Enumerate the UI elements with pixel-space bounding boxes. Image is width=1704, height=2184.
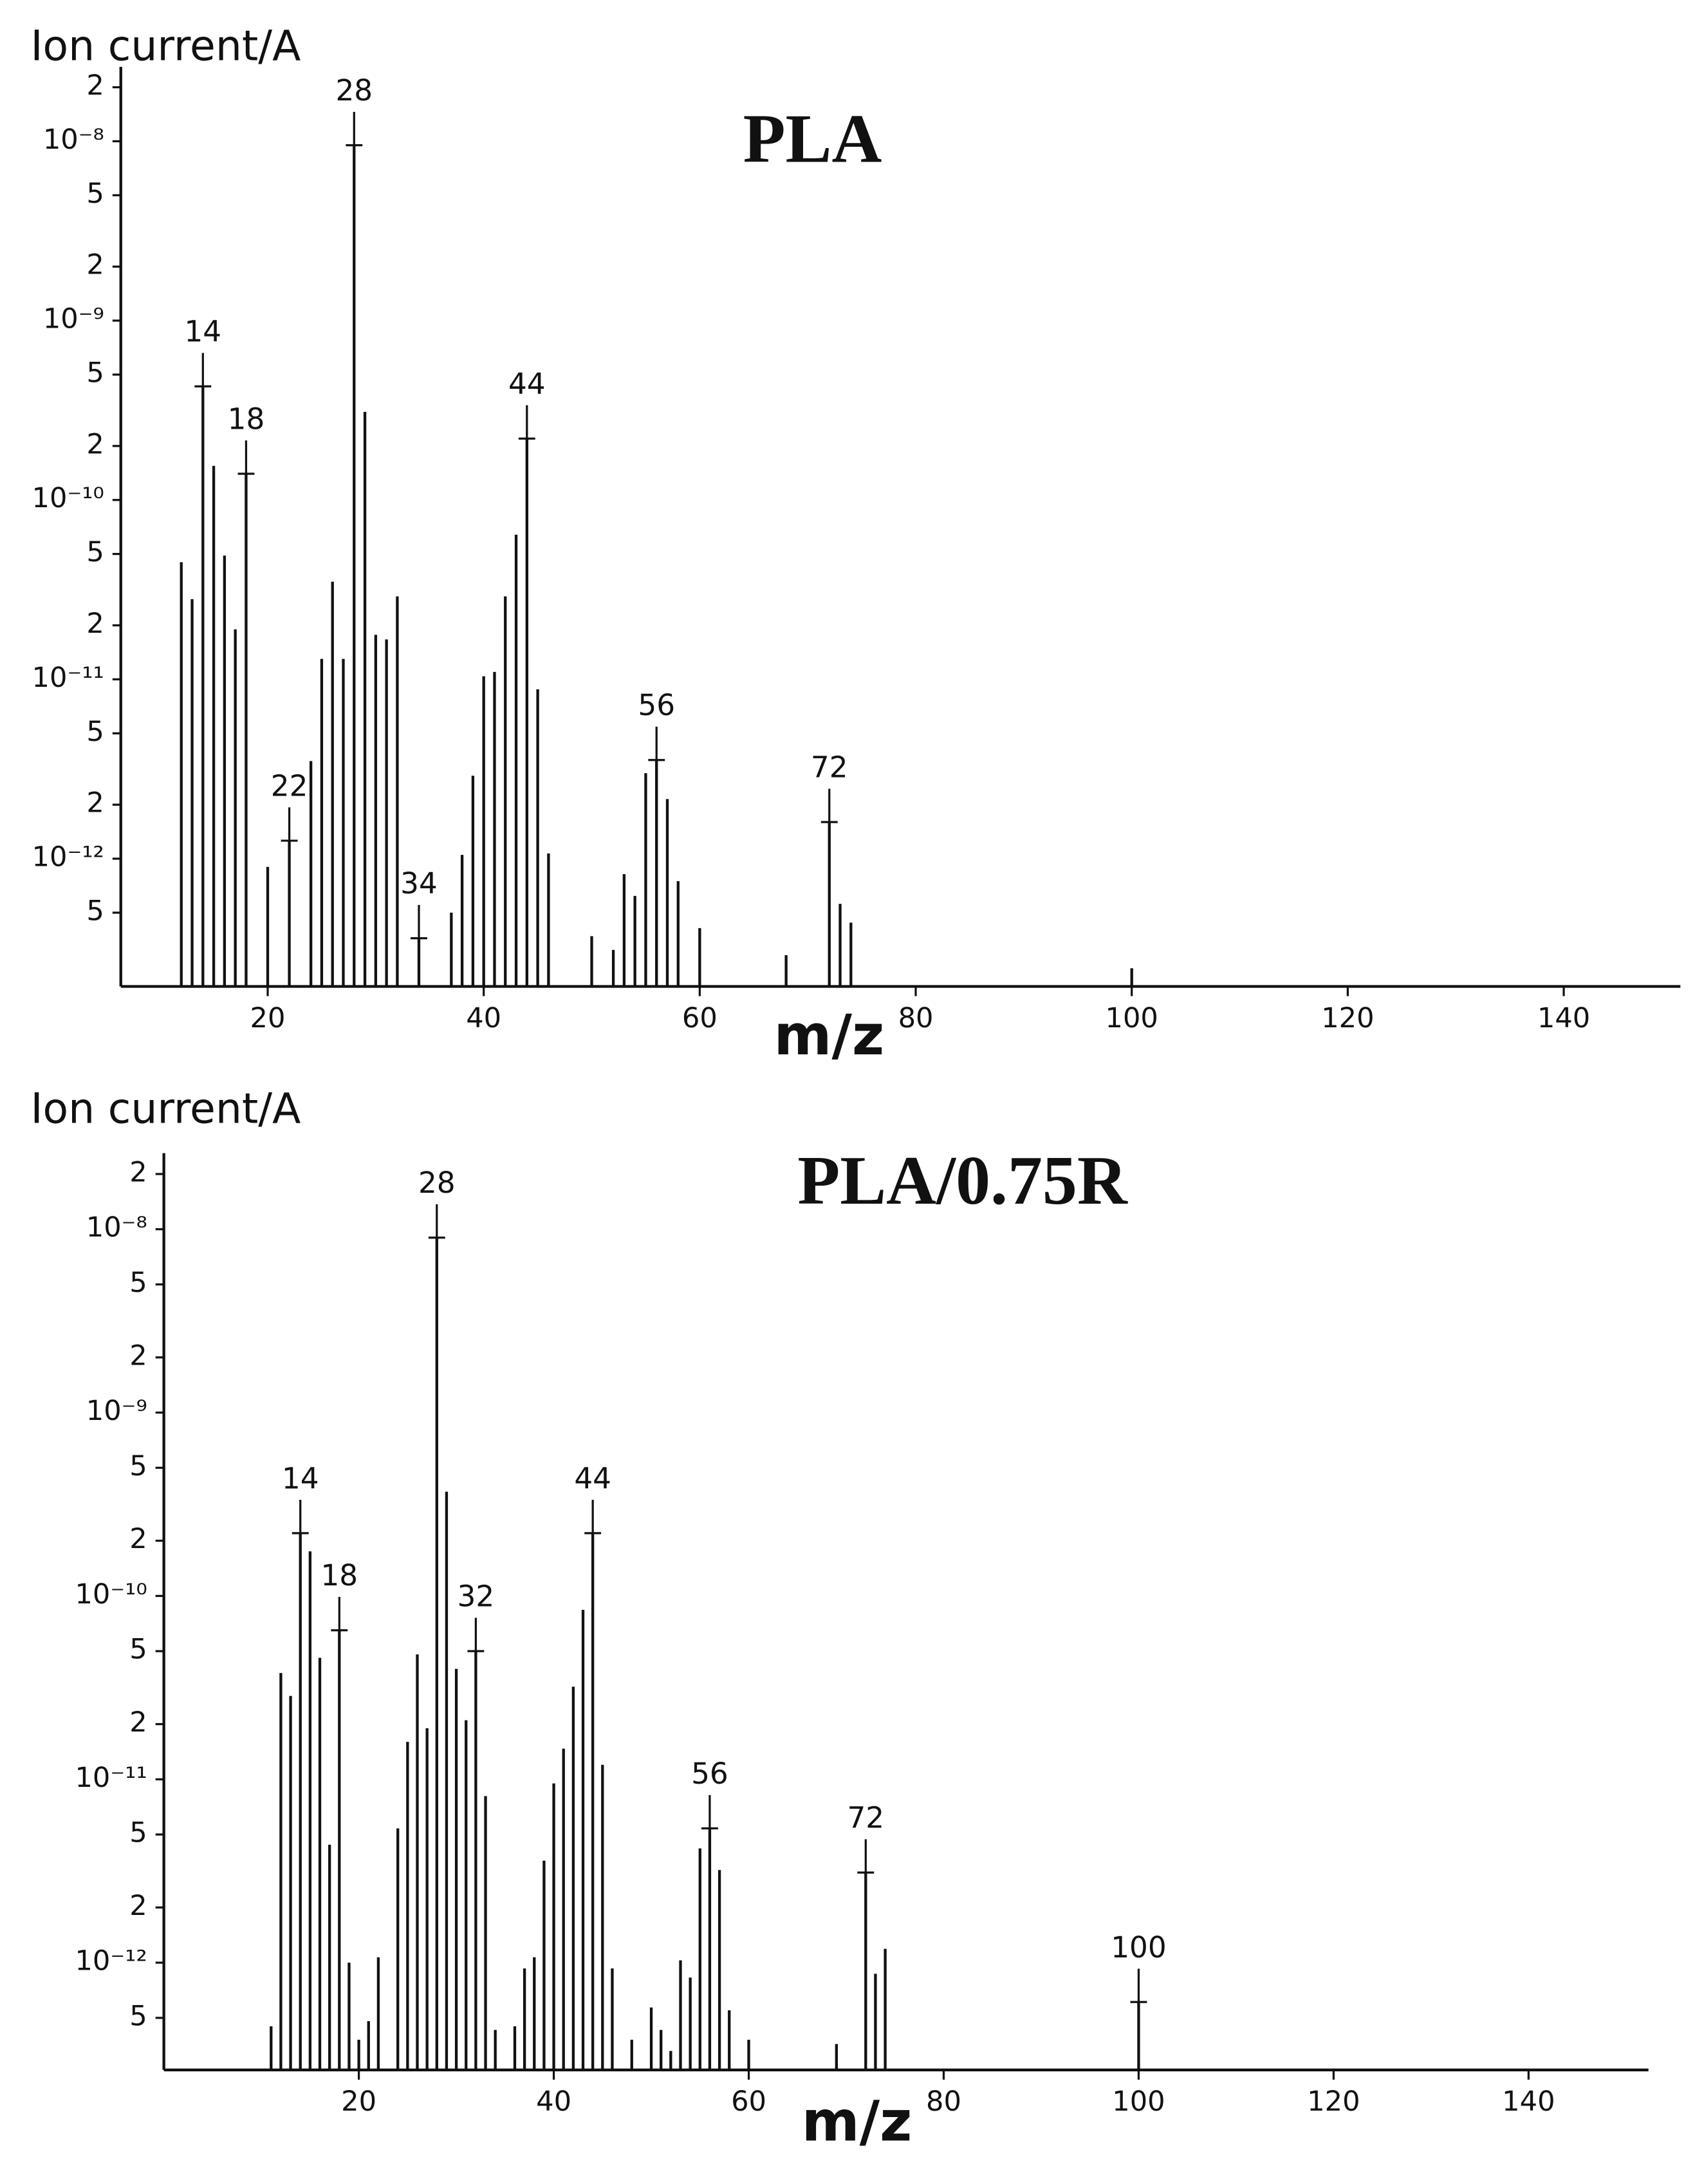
x-tick-label: 20 (341, 2086, 376, 2118)
y-tick-label: 2 (86, 428, 104, 460)
x-tick-label: 100 (1112, 2086, 1165, 2118)
y-tick-label: 10⁻⁹ (43, 303, 104, 335)
y-tick-label: 10⁻¹² (32, 841, 104, 873)
y-tick-label: 2 (86, 787, 104, 819)
y-tick-label: 5 (86, 536, 104, 568)
y-tick-label: 2 (129, 1339, 147, 1372)
peak-label: 72 (847, 1801, 884, 1835)
peak-label: 18 (320, 1558, 358, 1592)
peak-label: 56 (638, 688, 675, 722)
y-tick-label: 2 (129, 1523, 147, 1555)
y-tick-label: 5 (86, 895, 104, 927)
chart-title: PLA/0.75R (797, 1143, 1128, 1219)
x-tick-label: 100 (1106, 1002, 1158, 1034)
chart-title: PLA (743, 101, 882, 178)
peak-label: 18 (228, 402, 265, 436)
peak-label: 32 (458, 1580, 495, 1614)
y-tick-label: 10⁻⁸ (43, 124, 104, 156)
y-tick-label: 2 (129, 1156, 147, 1188)
x-tick-label: 120 (1321, 1002, 1374, 1034)
y-axis-label: Ion current/A (30, 1085, 301, 1133)
y-tick-label: 10⁻⁹ (86, 1395, 147, 1427)
y-tick-label: 10⁻⁸ (86, 1211, 147, 1244)
y-tick-label: 10⁻¹² (75, 1945, 147, 1977)
y-tick-label: 5 (129, 1634, 147, 1666)
peak-label: 28 (418, 1166, 456, 1200)
peak-label: 100 (1111, 1930, 1166, 1965)
y-tick-label: 2 (86, 249, 104, 281)
peak-label: 44 (508, 367, 546, 401)
y-tick-label: 10⁻¹⁰ (75, 1578, 147, 1610)
y-tick-label: 5 (129, 1267, 147, 1299)
x-tick-label: 20 (250, 1002, 286, 1034)
y-tick-label: 5 (129, 1450, 147, 1482)
peak-label: 44 (574, 1461, 611, 1495)
x-axis-label: m/z (802, 2090, 912, 2154)
y-tick-label: 5 (86, 716, 104, 748)
y-tick-label: 5 (86, 178, 104, 210)
x-tick-label: 140 (1537, 1002, 1590, 1034)
peak-label: 14 (184, 315, 221, 349)
x-axis-label: m/z (774, 1003, 885, 1068)
y-tick-label: 10⁻¹⁰ (32, 482, 104, 514)
x-tick-label: 60 (731, 2086, 766, 2118)
y-tick-label: 2 (129, 1890, 147, 1922)
y-axis-label: Ion current/A (30, 22, 301, 70)
x-tick-label: 140 (1502, 2086, 1555, 2118)
x-tick-label: 120 (1307, 2086, 1360, 2118)
x-tick-label: 40 (536, 2086, 571, 2118)
peak-label: 22 (271, 769, 308, 803)
y-tick-label: 2 (86, 608, 104, 640)
y-tick-label: 5 (129, 1817, 147, 1849)
y-tick-label: 2 (86, 70, 104, 102)
peak-label: 72 (811, 751, 848, 785)
peak-label: 28 (335, 73, 373, 107)
x-tick-label: 40 (466, 1002, 501, 1034)
y-tick-label: 10⁻¹¹ (75, 1762, 147, 1794)
x-tick-label: 80 (926, 2086, 961, 2118)
y-tick-label: 2 (129, 1706, 147, 1739)
y-tick-label: 5 (129, 2000, 147, 2032)
x-tick-label: 80 (898, 1002, 934, 1034)
y-tick-label: 5 (86, 357, 104, 389)
y-tick-label: 10⁻¹¹ (32, 662, 104, 694)
peak-label: 56 (691, 1757, 728, 1791)
x-tick-label: 60 (682, 1002, 718, 1034)
peak-label: 14 (282, 1461, 319, 1495)
peak-label: 34 (400, 866, 438, 901)
